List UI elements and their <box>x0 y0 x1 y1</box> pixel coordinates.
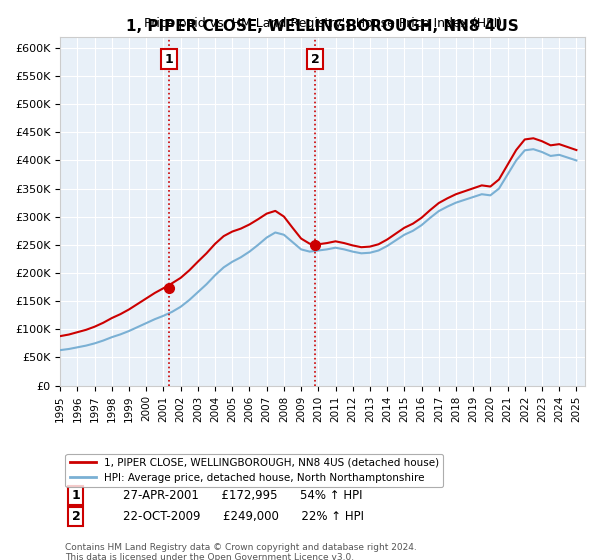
Text: 27-APR-2001      £172,995      54% ↑ HPI: 27-APR-2001 £172,995 54% ↑ HPI <box>123 489 362 502</box>
Bar <box>60 36 169 386</box>
Title: 1, PIPER CLOSE, WELLINGBOROUGH, NN8 4US: 1, PIPER CLOSE, WELLINGBOROUGH, NN8 4US <box>126 19 519 34</box>
Text: 1: 1 <box>164 53 173 66</box>
Text: Contains HM Land Registry data © Crown copyright and database right 2024.
This d: Contains HM Land Registry data © Crown c… <box>65 543 417 560</box>
Text: 22-OCT-2009      £249,000      22% ↑ HPI: 22-OCT-2009 £249,000 22% ↑ HPI <box>123 510 364 523</box>
Bar <box>169 36 315 386</box>
Text: 1: 1 <box>71 489 80 502</box>
Legend: 1, PIPER CLOSE, WELLINGBOROUGH, NN8 4US (detached house), HPI: Average price, de: 1, PIPER CLOSE, WELLINGBOROUGH, NN8 4US … <box>65 454 443 487</box>
Text: Price paid vs. HM Land Registry's House Price Index (HPI): Price paid vs. HM Land Registry's House … <box>143 17 502 30</box>
Text: 2: 2 <box>311 53 319 66</box>
Text: 2: 2 <box>71 510 80 523</box>
Bar <box>315 36 585 386</box>
